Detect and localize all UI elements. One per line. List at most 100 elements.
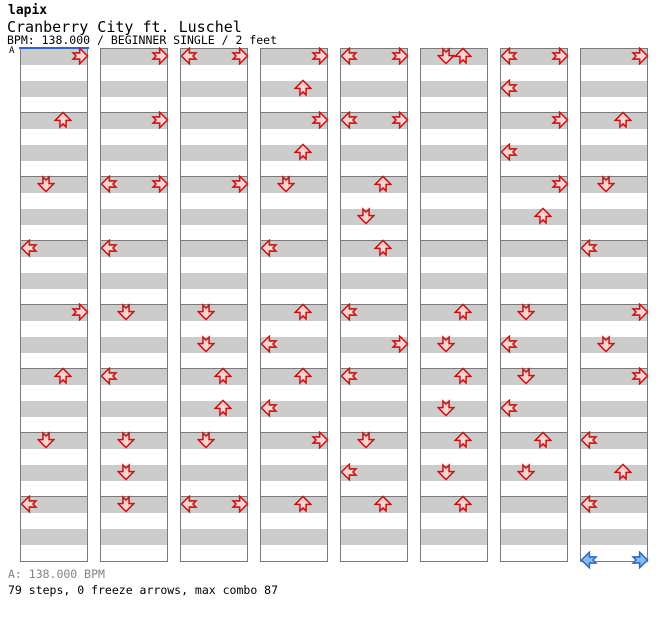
measure-separator — [261, 496, 327, 497]
beat-stripe — [261, 209, 327, 225]
beat-stripe — [261, 321, 327, 337]
beat-stripe — [581, 545, 647, 561]
beat-stripe — [181, 305, 247, 321]
right-arrow — [550, 175, 569, 193]
measure-separator — [581, 432, 647, 433]
beat-stripe — [501, 257, 567, 273]
beat-stripe — [101, 241, 167, 257]
beat-stripe — [181, 241, 247, 257]
beat-stripe — [501, 81, 567, 97]
up-arrow — [213, 399, 232, 417]
right-arrow — [230, 47, 249, 65]
left-arrow — [179, 495, 198, 513]
beat-stripe — [101, 305, 167, 321]
beat-stripe — [21, 289, 87, 305]
beat-stripe — [261, 273, 327, 289]
beat-stripe — [341, 481, 407, 497]
measure-separator — [581, 176, 647, 177]
down-arrow — [436, 463, 455, 481]
up-arrow — [453, 495, 472, 513]
beat-stripe — [101, 81, 167, 97]
beat-stripe — [101, 289, 167, 305]
beat-stripe — [261, 385, 327, 401]
beat-stripe — [421, 113, 487, 129]
measure-separator — [181, 240, 247, 241]
right-arrow — [150, 175, 169, 193]
beat-stripe — [421, 193, 487, 209]
beat-stripe — [501, 193, 567, 209]
measure-separator — [181, 112, 247, 113]
beat-stripe — [341, 513, 407, 529]
beat-stripe — [421, 145, 487, 161]
right-arrow — [630, 367, 649, 385]
measure-separator — [101, 176, 167, 177]
measure-separator — [101, 432, 167, 433]
right-arrow — [550, 111, 569, 129]
beat-stripe — [421, 513, 487, 529]
beat-stripe — [21, 529, 87, 545]
right-arrow — [310, 47, 329, 65]
measure-separator — [261, 112, 327, 113]
beat-stripe — [261, 545, 327, 561]
bpm-marker-line — [19, 47, 89, 49]
beat-stripe — [181, 257, 247, 273]
beat-stripe — [21, 321, 87, 337]
beat-stripe — [21, 465, 87, 481]
beat-stripe — [261, 177, 327, 193]
beat-stripe — [261, 337, 327, 353]
down-arrow — [596, 175, 615, 193]
beat-stripe — [101, 225, 167, 241]
measure-column — [340, 48, 408, 562]
left-arrow — [179, 47, 198, 65]
beat-stripe — [101, 513, 167, 529]
beat-stripe — [341, 401, 407, 417]
beat-stripe — [501, 401, 567, 417]
beat-stripe — [101, 97, 167, 113]
beat-stripe — [341, 257, 407, 273]
beat-stripe — [581, 209, 647, 225]
beat-stripe — [421, 129, 487, 145]
measure-separator — [421, 496, 487, 497]
beat-stripe — [181, 113, 247, 129]
beat-stripe — [261, 113, 327, 129]
left-arrow — [499, 143, 518, 161]
beat-stripe — [181, 65, 247, 81]
right-arrow — [150, 111, 169, 129]
beat-stripe — [21, 177, 87, 193]
measure-column — [580, 48, 648, 562]
beat-stripe — [181, 321, 247, 337]
beat-stripe — [501, 321, 567, 337]
measure-separator — [261, 432, 327, 433]
beat-stripe — [181, 193, 247, 209]
measure-separator — [261, 176, 327, 177]
right-arrow — [630, 551, 649, 569]
beat-stripe — [581, 385, 647, 401]
beat-stripe — [181, 177, 247, 193]
beat-stripe — [21, 193, 87, 209]
beat-stripe — [181, 97, 247, 113]
beat-stripe — [581, 49, 647, 65]
beat-stripe — [341, 49, 407, 65]
right-arrow — [150, 47, 169, 65]
beat-stripe — [341, 289, 407, 305]
down-arrow — [116, 303, 135, 321]
beat-stripe — [421, 353, 487, 369]
measure-separator — [181, 496, 247, 497]
beat-stripe — [341, 145, 407, 161]
beat-stripe — [101, 481, 167, 497]
beat-stripe — [261, 401, 327, 417]
beat-stripe — [261, 241, 327, 257]
measure-separator — [261, 240, 327, 241]
beat-stripe — [261, 65, 327, 81]
beat-stripe — [101, 321, 167, 337]
beat-stripe — [421, 417, 487, 433]
beat-stripe — [501, 369, 567, 385]
beat-stripe — [181, 289, 247, 305]
beat-stripe — [581, 97, 647, 113]
up-arrow — [453, 303, 472, 321]
beat-stripe — [581, 145, 647, 161]
right-arrow — [70, 47, 89, 65]
measure-separator — [581, 112, 647, 113]
beat-stripe — [421, 321, 487, 337]
